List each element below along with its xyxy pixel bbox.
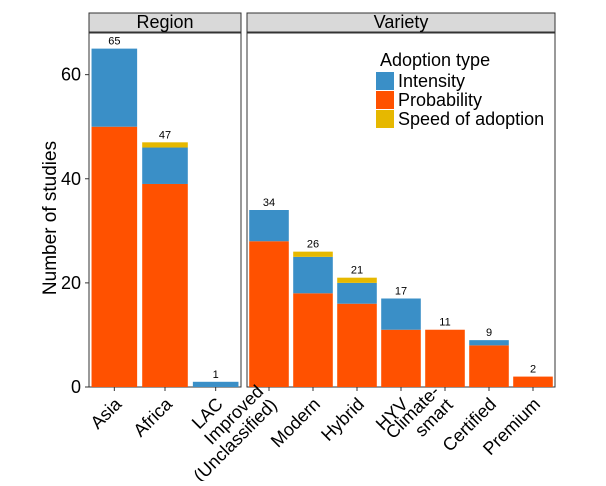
bar-segment-speed-of-adoption: [142, 142, 188, 148]
bar-total-label: 21: [351, 265, 363, 277]
x-tick-label: Improved(Unclassified): [176, 381, 281, 481]
legend: Adoption type Intensity Probability Spee…: [376, 50, 544, 129]
facet-strip: [88, 12, 242, 33]
facet-strip: [246, 12, 556, 33]
bar-segment-probability: [425, 329, 465, 387]
bar-total-label: 1: [213, 369, 219, 381]
legend-label-intensity: Intensity: [398, 71, 465, 91]
bar-total-label: 65: [108, 36, 120, 48]
bar-segment-intensity: [469, 340, 509, 346]
y-tick-label: 0: [71, 377, 81, 397]
bar-segment-speed-of-adoption: [337, 277, 377, 283]
legend-title: Adoption type: [380, 50, 490, 70]
x-tick-label: Asia: [87, 393, 127, 433]
bar-segment-intensity: [249, 210, 289, 242]
y-tick-label: 40: [61, 169, 81, 189]
bar-segment-intensity: [293, 256, 333, 294]
bar-segment-probability: [293, 293, 333, 387]
bar-segment-intensity: [337, 282, 377, 304]
x-tick-label: Modern: [267, 394, 324, 451]
bar-segment-probability: [249, 241, 289, 387]
legend-swatch-speed: [376, 110, 394, 128]
bar-total-label: 47: [159, 129, 171, 141]
bar-segment-intensity: [142, 147, 188, 184]
bar-total-label: 26: [307, 239, 319, 251]
x-tick-label: Africa: [129, 393, 176, 440]
bar-segment-probability: [337, 303, 377, 387]
bar-total-label: 11: [439, 317, 450, 329]
y-tick-label: 60: [61, 65, 81, 85]
legend-label-speed: Speed of adoption: [398, 109, 544, 129]
bar-segment-speed-of-adoption: [293, 251, 333, 257]
y-axis-title: Number of studies: [40, 141, 61, 295]
bar-segment-probability: [469, 345, 509, 387]
legend-label-probability: Probability: [398, 90, 482, 110]
facet-title: Region: [136, 12, 193, 32]
legend-swatch-probability: [376, 91, 394, 109]
y-axis: 0 20 40 60: [61, 65, 89, 397]
bar-segment-intensity: [192, 381, 239, 387]
facet-panels: 0204060Region65Asia47Africa1LACVariety34…: [61, 12, 556, 486]
bar-segment-probability: [142, 183, 188, 387]
facet-title: Variety: [374, 12, 429, 32]
bar-total-label: 17: [395, 286, 407, 298]
facet-variety: Variety 34 Improved(Unclassified) 26 Modern 2…: [176, 12, 556, 486]
y-tick-label: 20: [61, 273, 81, 293]
bar-segment-intensity: [381, 298, 421, 330]
legend-swatch-intensity: [376, 72, 394, 90]
bar-segment-probability: [91, 126, 138, 388]
bar-segment-probability: [381, 329, 421, 387]
bar-total-label: 9: [486, 327, 492, 339]
bar-segment-intensity: [91, 48, 138, 127]
bar-segment-probability: [513, 376, 553, 387]
bar-total-label: 34: [263, 197, 275, 209]
x-tick-label: Hybrid: [317, 394, 368, 445]
bar-total-label: 2: [530, 364, 536, 376]
